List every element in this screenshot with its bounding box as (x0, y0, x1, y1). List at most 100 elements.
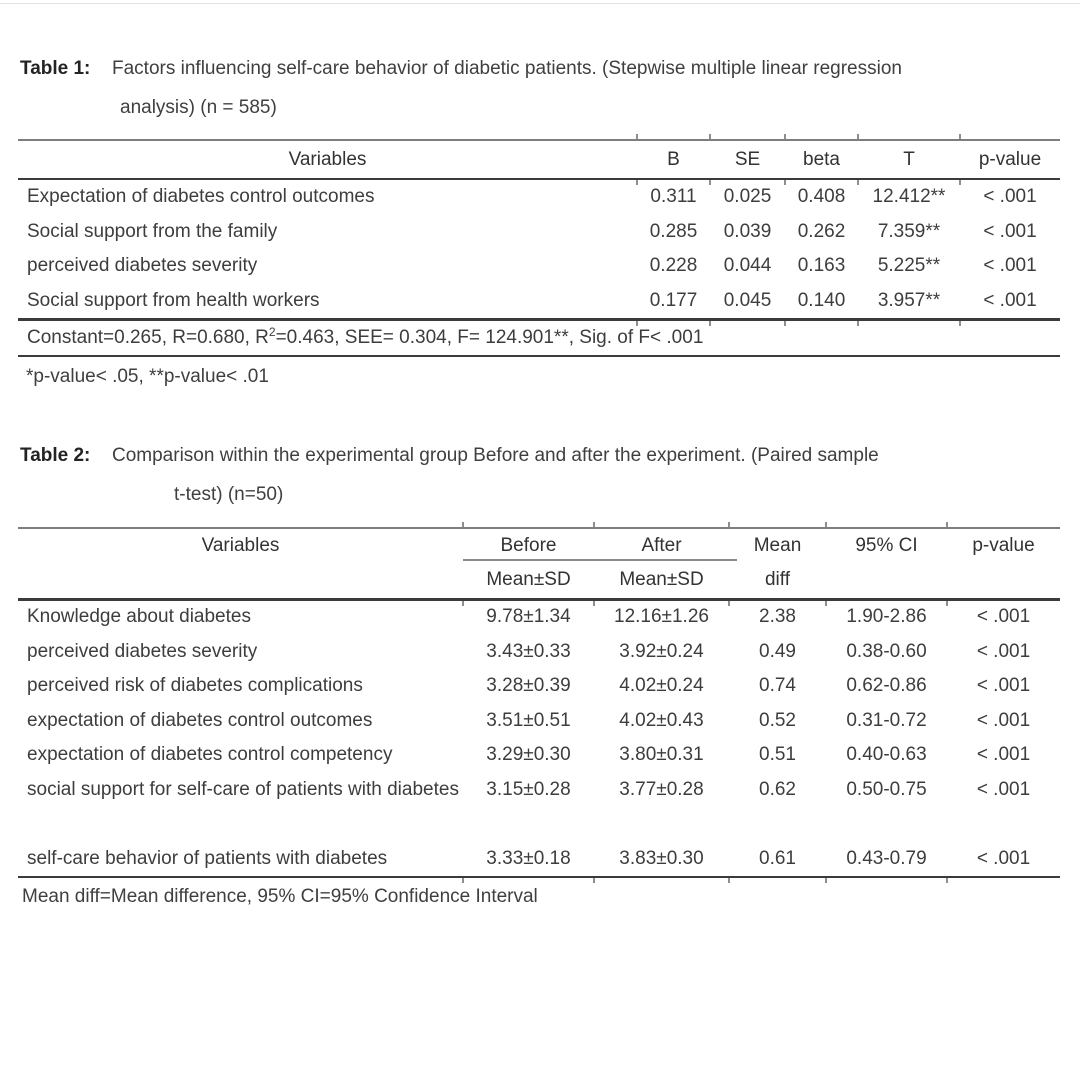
table2-bottom-rule (18, 876, 1060, 878)
table1-model-summary: Constant=0.265, R=0.680, R 2 =0.463, SEE= … (27, 325, 704, 348)
table1-row3-beta: 0.163 (797, 255, 846, 276)
column-tick (462, 522, 464, 527)
table2-caption-text: Comparison within the experimental group… (112, 436, 1050, 514)
table1-col-beta: beta (803, 148, 840, 170)
table1-row4-b: 0.177 (649, 289, 698, 311)
column-tick (709, 321, 711, 326)
column-tick (946, 522, 948, 527)
table1-row1-se: 0.025 (723, 186, 772, 207)
table2-caption: Table 2: Comparison within the experimen… (20, 436, 1050, 514)
table2-row3-before: 3.28±0.39 (486, 675, 571, 696)
table1-col-pvalue: p-value (978, 148, 1042, 170)
table2-row4-variable: expectation of diabetes control outcomes (27, 709, 373, 731)
table2-row2-before: 3.43±0.33 (486, 640, 571, 662)
table2-row6-p: < .001 (976, 778, 1031, 800)
table2-row3-diff: 0.74 (759, 675, 796, 696)
table1-row3-t: 5.225** (877, 255, 941, 276)
column-tick (709, 134, 711, 139)
column-tick (825, 522, 827, 527)
table1-top-rule (18, 139, 1060, 141)
table2-row6-diff: 0.62 (759, 778, 796, 800)
table2-row7-after: 3.83±0.30 (619, 847, 704, 869)
table1-row1-b: 0.311 (650, 186, 697, 207)
table2-row5-after: 3.80±0.31 (619, 744, 704, 765)
table1: Variables B SE beta T p-value Expectatio… (18, 134, 1060, 357)
column-tick (728, 522, 730, 527)
table1-row2-p: < .001 (983, 220, 1037, 242)
table2-col-ci: 95% CI (855, 535, 918, 556)
column-tick (462, 601, 464, 606)
column-tick (636, 134, 638, 139)
table2-row5-ci: 0.40-0.63 (846, 744, 927, 765)
table1-caption-text: Factors influencing self-care behavior o… (112, 49, 1050, 127)
table2-row2-p: < .001 (976, 640, 1031, 662)
table2-row4-p: < .001 (976, 709, 1031, 731)
table2-row1-ci: 1.90-2.86 (846, 606, 927, 627)
table1-row2-beta: 0.262 (797, 220, 846, 242)
table1-caption-line2: analysis) (n = 585) (120, 97, 277, 118)
column-tick (593, 601, 595, 606)
table1-row4-t: 3.957** (877, 289, 941, 311)
table1-model-summary-pre: Constant=0.265, R=0.680, R (27, 327, 269, 348)
table2-col-pvalue-sub (947, 563, 1060, 596)
column-tick (825, 601, 827, 606)
table2-col-ci-sub (826, 563, 947, 596)
column-tick (959, 134, 961, 139)
table2-row5-diff: 0.51 (759, 744, 796, 765)
table2-row5-variable: expectation of diabetes control competen… (27, 744, 393, 765)
table1-row4-variable: Social support from health workers (27, 289, 320, 311)
table1-row1-t: 12.412** (872, 186, 946, 207)
table2-top-rule (18, 527, 1060, 529)
table1-col-t: T (903, 148, 915, 170)
column-tick (857, 134, 859, 139)
table1-caption-line1: Factors influencing self-care behavior o… (112, 58, 902, 79)
column-tick (857, 180, 859, 185)
table1-body-bottom-rule (18, 318, 1060, 321)
column-tick (462, 878, 464, 883)
table1-caption: Table 1: Factors influencing self-care b… (20, 49, 1050, 127)
table2-row1-before: 9.78±1.34 (486, 606, 571, 627)
column-tick (636, 321, 638, 326)
table1-caption-label: Table 1: (20, 58, 91, 79)
column-tick (784, 180, 786, 185)
table2-row3-after: 4.02±0.24 (619, 675, 704, 696)
table2: Variables Before After Mean 95% CI p-val… (18, 522, 1060, 883)
table2-footnote: Mean diff=Mean difference, 95% CI=95% Co… (22, 886, 538, 907)
table2-caption-line1: Comparison within the experimental group… (112, 445, 879, 466)
table1-row1-variable: Expectation of diabetes control outcomes (27, 186, 375, 207)
table1-col-variables: Variables (288, 148, 367, 170)
table2-row7-ci: 0.43-0.79 (846, 847, 927, 869)
table2-row2-variable: perceived diabetes severity (27, 640, 258, 662)
table2-row1-after: 12.16±1.26 (614, 606, 709, 627)
column-tick (946, 878, 948, 883)
table1-row4-p: < .001 (983, 289, 1037, 311)
table1-row3-se: 0.044 (723, 255, 772, 276)
table2-row3-ci: 0.62-0.86 (846, 675, 927, 696)
table2-col-mean-diff: diff (764, 568, 790, 590)
table2-col-variables-sub (18, 563, 463, 596)
table2-row7-p: < .001 (976, 847, 1031, 869)
table1-header-rule (18, 178, 1060, 180)
table2-caption-label: Table 2: (20, 445, 91, 466)
table2-row7-variable: self-care behavior of patients with diab… (27, 847, 388, 869)
table2-col-before-meansd: Mean±SD (486, 568, 571, 590)
table1-header-row: Variables B SE beta T p-value (18, 141, 1060, 178)
table2-row4-ci: 0.31-0.72 (846, 709, 927, 731)
column-tick (593, 522, 595, 527)
table1-bottom-rule (18, 355, 1060, 357)
table2-header-rule (18, 598, 1060, 601)
table2-row5-before: 3.29±0.30 (486, 744, 571, 765)
table2-row1-variable: Knowledge about diabetes (27, 606, 251, 627)
table2-row1-diff: 2.38 (759, 606, 796, 627)
column-tick (784, 134, 786, 139)
table2-row6-ci: 0.50-0.75 (846, 778, 927, 800)
table2-row4-diff: 0.52 (759, 709, 796, 731)
table2-col-pvalue: p-value (972, 535, 1035, 556)
table1-row2-b: 0.285 (649, 220, 698, 242)
column-tick (593, 878, 595, 883)
table2-col-before: Before (500, 535, 557, 556)
table2-row7-before: 3.33±0.18 (486, 847, 571, 869)
table1-model-summary-post: =0.463, SEE= 0.304, F= 124.901**, Sig. o… (275, 327, 704, 348)
table2-header-row-1: Variables Before After Mean 95% CI p-val… (18, 529, 1060, 563)
table2-row3-p: < .001 (976, 675, 1031, 696)
